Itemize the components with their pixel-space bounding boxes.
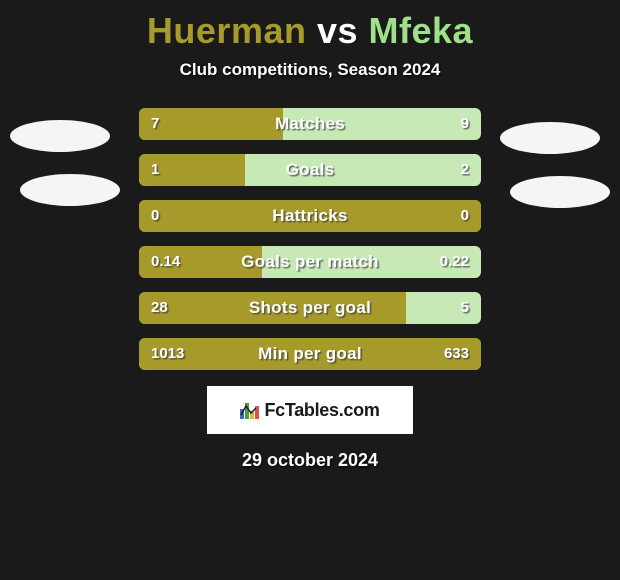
stat-bar-left — [139, 338, 481, 370]
stat-row: 0Hattricks0 — [139, 200, 481, 232]
stat-row: 0.14Goals per match0.22 — [139, 246, 481, 278]
title-player-left: Huerman — [147, 10, 307, 51]
comparison-chart: 7Matches9 1Goals2 0Hattricks0 0.14Goals per… — [0, 108, 620, 370]
subtitle: Club competitions, Season 2024 — [0, 60, 620, 80]
brand-logo: FcTables.com — [207, 386, 413, 434]
stat-value-right: 9 — [461, 108, 469, 140]
date-label: 29 october 2024 — [0, 450, 620, 471]
stat-bar-left — [139, 292, 406, 324]
stat-bar-left — [139, 200, 481, 232]
stat-row: 7Matches9 — [139, 108, 481, 140]
page-title: Huerman vs Mfeka — [0, 0, 620, 52]
title-player-right: Mfeka — [369, 10, 474, 51]
brand-logo-text: FcTables.com — [264, 400, 379, 421]
stat-value-right: 5 — [461, 292, 469, 324]
stat-row: 1Goals2 — [139, 154, 481, 186]
stat-row: 1013Min per goal633 — [139, 338, 481, 370]
stat-value-right: 2 — [461, 154, 469, 186]
stat-row: 28Shots per goal5 — [139, 292, 481, 324]
stat-bar-left — [139, 246, 262, 278]
brand-logo-inner: FcTables.com — [240, 400, 379, 421]
stat-bar-left — [139, 154, 245, 186]
bar-chart-icon — [240, 401, 260, 419]
stat-value-right: 0.22 — [440, 246, 469, 278]
stat-bar-left — [139, 108, 283, 140]
comparison-card: Huerman vs Mfeka Club competitions, Seas… — [0, 0, 620, 580]
title-vs: vs — [306, 10, 368, 51]
